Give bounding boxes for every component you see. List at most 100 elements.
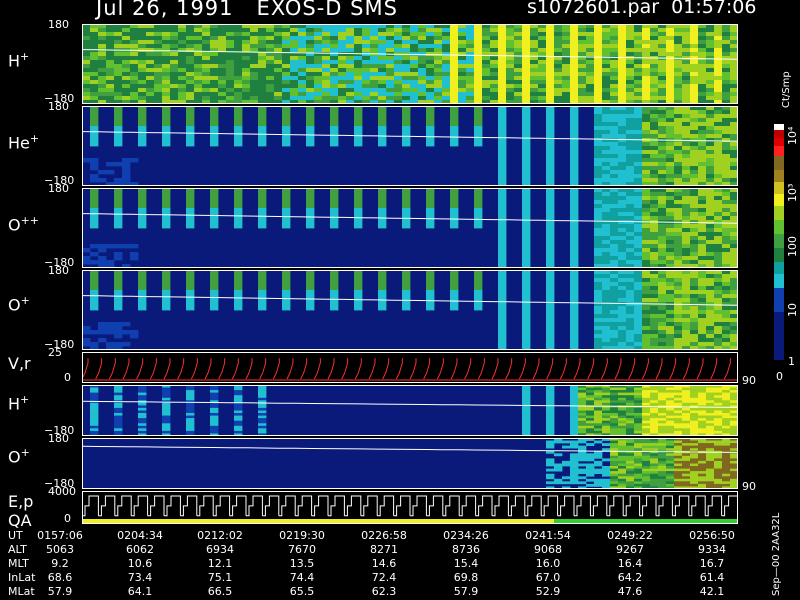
- heatmap-cell: [610, 264, 619, 268]
- heatmap-cell: [674, 478, 683, 482]
- heatmap-cell: [338, 40, 347, 45]
- heatmap-cell: [666, 476, 675, 480]
- heatmap-cell: [722, 420, 731, 424]
- heatmap-cell: [594, 338, 603, 343]
- heatmap-cell: [690, 415, 699, 419]
- heatmap-cell: [642, 106, 651, 111]
- heatmap-cell: [522, 397, 531, 401]
- heatmap-cell: [298, 96, 307, 101]
- heatmap-cell: [90, 36, 99, 41]
- heatmap-cell: [210, 302, 219, 307]
- heatmap-cell: [698, 415, 707, 419]
- heatmap-cell: [162, 278, 171, 283]
- heatmap-cell: [466, 100, 475, 104]
- heatmap-cell: [602, 387, 611, 391]
- heatmap-cell: [706, 466, 715, 469]
- heatmap-cell: [434, 76, 443, 81]
- heatmap-cell: [314, 40, 323, 45]
- heatmap-cell: [90, 290, 99, 295]
- heatmap-cell: [650, 24, 659, 29]
- heatmap-cell: [106, 244, 115, 249]
- heatmap-cell: [634, 260, 643, 265]
- heatmap-cell: [138, 282, 147, 287]
- heatmap-cell: [594, 481, 603, 485]
- heatmap-cell: [282, 24, 291, 29]
- heatmap-cell: [546, 330, 555, 335]
- heatmap-cell: [474, 188, 483, 193]
- heatmap-cell: [698, 438, 707, 441]
- heatmap-cell: [674, 130, 683, 135]
- heatmap-cell: [442, 32, 451, 37]
- heatmap-cell: [306, 224, 315, 229]
- heatmap-cell: [378, 96, 387, 101]
- heatmap-cell: [626, 192, 635, 197]
- panel-frame: [82, 352, 738, 383]
- heatmap-cell: [538, 44, 547, 49]
- heatmap-cell: [258, 122, 267, 127]
- heatmap-cell: [634, 248, 643, 253]
- heatmap-cell: [642, 146, 651, 151]
- heatmap-cell: [650, 178, 659, 183]
- heatmap-cell: [682, 473, 691, 477]
- heatmap-cell: [498, 122, 507, 127]
- heatmap-cell: [642, 428, 651, 432]
- panel-label: O++: [8, 214, 40, 235]
- heatmap-cell: [706, 322, 715, 327]
- heatmap-cell: [682, 64, 691, 69]
- heatmap-cell: [258, 423, 267, 427]
- heatmap-cell: [138, 397, 147, 401]
- heatmap-cell: [242, 96, 251, 101]
- heatmap-cell: [658, 150, 667, 155]
- heatmap-cell: [114, 114, 123, 119]
- heatmap-cell: [690, 252, 699, 257]
- heatmap-cell: [570, 310, 579, 315]
- heatmap-cell: [122, 40, 131, 45]
- heatmap-cell: [170, 28, 179, 33]
- heatmap-cell: [138, 64, 147, 69]
- heatmap-cell: [354, 72, 363, 77]
- heatmap-cell: [642, 466, 651, 469]
- heatmap-cell: [482, 80, 491, 85]
- heatmap-cell: [130, 60, 139, 65]
- heatmap-cell: [666, 154, 675, 159]
- heatmap-cell: [730, 88, 738, 93]
- heatmap-cell: [546, 134, 555, 139]
- heatmap-cell: [658, 60, 667, 65]
- heatmap-cell: [730, 400, 738, 404]
- heatmap-cell: [234, 118, 243, 123]
- heatmap-cell: [378, 100, 387, 104]
- heatmap-cell: [714, 278, 723, 283]
- heatmap-cell: [706, 423, 715, 427]
- heatmap-cell: [506, 92, 515, 97]
- heatmap-cell: [722, 252, 731, 257]
- heatmap-cell: [106, 64, 115, 69]
- heatmap-cell: [578, 400, 587, 404]
- heatmap-cell: [570, 84, 579, 89]
- heatmap-cell: [114, 106, 123, 111]
- heatmap-cell: [714, 342, 723, 347]
- heatmap-cell: [610, 146, 619, 151]
- heatmap-cell: [450, 298, 459, 303]
- heatmap-cell: [650, 36, 659, 41]
- heatmap-cell: [698, 270, 707, 275]
- heatmap-cell: [626, 443, 635, 446]
- heatmap-cell: [722, 130, 731, 135]
- heatmap-cell: [634, 80, 643, 85]
- heatmap-cell: [570, 166, 579, 171]
- heatmap-cell: [522, 146, 531, 151]
- heatmap-cell: [682, 114, 691, 119]
- heatmap-cell: [610, 410, 619, 414]
- heatmap-cell: [626, 282, 635, 287]
- heatmap-cell: [570, 466, 579, 469]
- heatmap-cell: [154, 64, 163, 69]
- heatmap-cell: [610, 208, 619, 213]
- heatmap-cell: [266, 36, 275, 41]
- heatmap-cell: [650, 216, 659, 221]
- heatmap-cell: [634, 420, 643, 424]
- heatmap-cell: [570, 56, 579, 61]
- heatmap-cell: [626, 72, 635, 77]
- heatmap-cell: [546, 248, 555, 253]
- heatmap-cell: [474, 290, 483, 295]
- heatmap-cell: [90, 178, 99, 183]
- heatmap-cell: [642, 76, 651, 81]
